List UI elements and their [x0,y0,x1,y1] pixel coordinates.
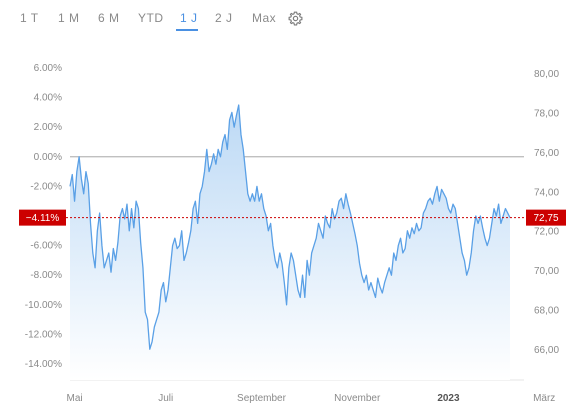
right-axis-tick: 66,00 [534,345,559,356]
left-axis-tick: -10.00% [25,300,62,311]
tab-1-month[interactable]: 1 M [58,11,80,25]
tab-1-day[interactable]: 1 T [20,11,39,25]
tab-max[interactable]: Max [252,11,277,25]
x-axis: Mai Juli September November 2023 März [66,393,555,404]
x-axis-label: September [237,393,287,404]
left-axis-tick: -14.00% [25,359,62,370]
right-axis-tick: 76,00 [534,148,559,159]
current-price-label: 72,75 [533,213,558,224]
x-axis-label: Mai [66,393,82,404]
tab-2-years[interactable]: 2 J [215,11,233,25]
right-axis: 80,00 78,00 76,00 74,00 72,00 70,00 68,00 66,00 [534,69,559,356]
left-axis-tick: 0.00% [34,152,62,163]
left-axis-tick: 4.00% [34,93,62,104]
gear-icon[interactable] [288,11,303,26]
x-axis-label: März [533,393,555,404]
tab-6-months[interactable]: 6 M [98,11,120,25]
x-axis-label: Juli [158,393,173,404]
left-axis-tick: 2.00% [34,122,62,133]
series-area [70,105,510,380]
left-axis-tick: 6.00% [34,63,62,74]
current-change-badge-bg [19,209,66,226]
left-axis-tick: -6.00% [30,241,62,252]
period-tabs: 1 T 1 M 6 M YTD 1 J 2 J Max [0,0,572,40]
right-axis-tick: 70,00 [534,266,559,277]
left-axis-tick: -2.00% [30,181,62,192]
current-change-label: −4.11% [26,213,60,224]
tab-ytd[interactable]: YTD [138,11,164,25]
right-axis-tick: 74,00 [534,187,559,198]
right-axis-tick: 80,00 [534,69,559,80]
x-axis-label: November [334,393,381,404]
current-change-badge: −4.11% [19,209,66,226]
right-axis-tick: 72,00 [534,227,559,238]
active-tab-indicator [176,29,198,31]
left-axis-tick: -8.00% [30,270,62,281]
series-line [69,104,511,350]
right-axis-tick: 68,00 [534,306,559,317]
left-axis-tick: -12.00% [25,329,62,340]
current-price-badge-bg [526,209,566,226]
tab-1-year[interactable]: 1 J [180,11,198,25]
right-axis-tick: 78,00 [534,108,559,119]
x-axis-label: 2023 [437,393,460,404]
current-price-badge: 72,75 [526,209,566,226]
